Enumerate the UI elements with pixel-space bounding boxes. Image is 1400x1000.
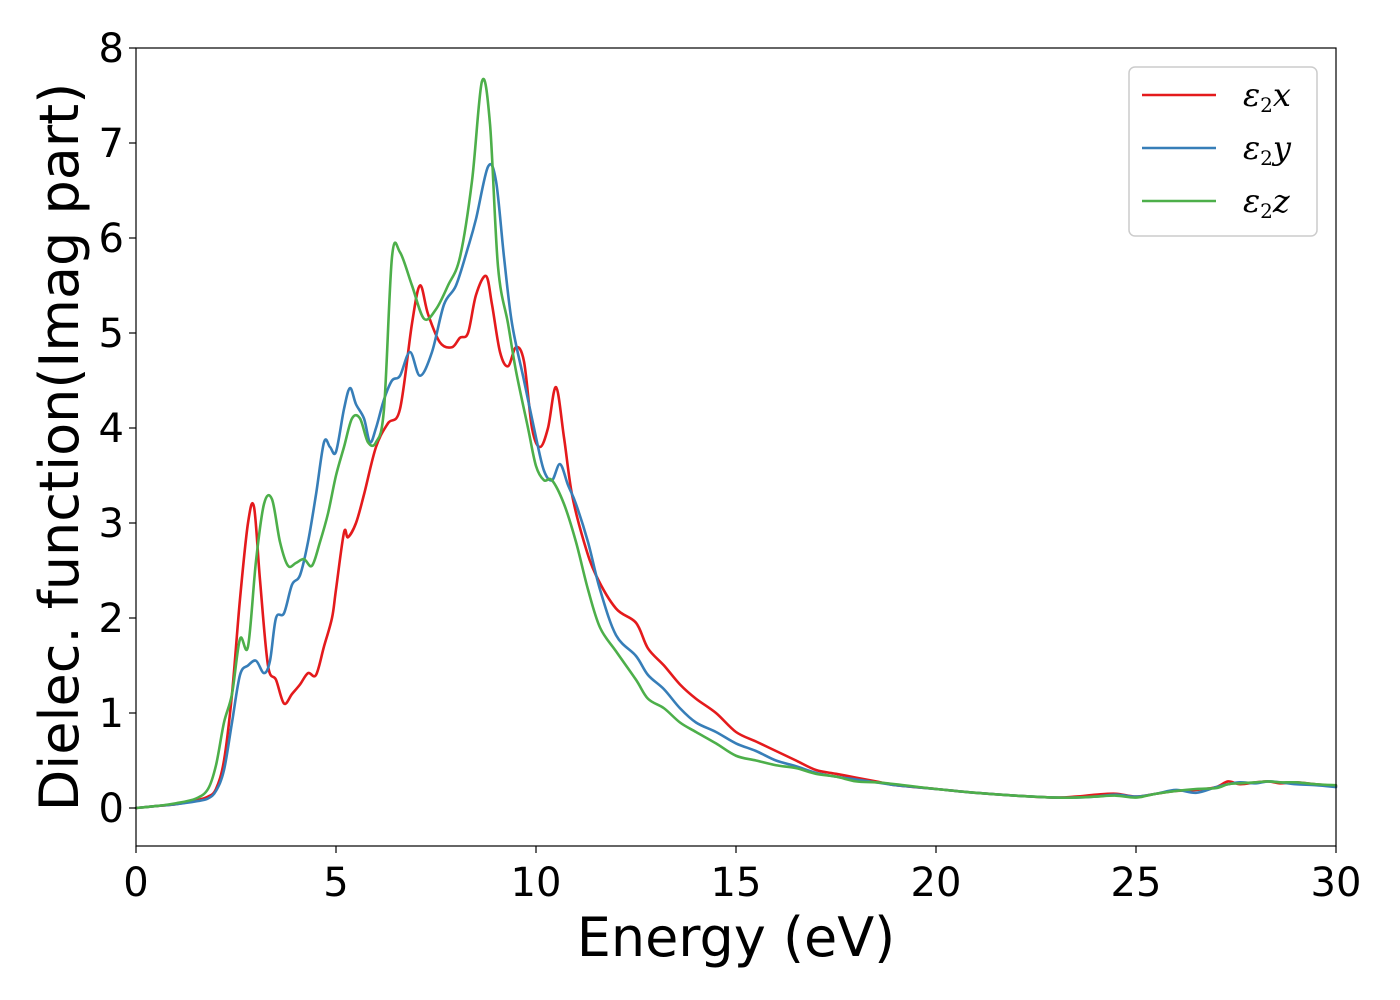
x-axis-ticks: 0 5 10 15 20 25 30 (123, 846, 1361, 906)
legend-box (1128, 66, 1318, 237)
legend-label-y: ε2y (1243, 129, 1292, 170)
y-tick-label: 8 (99, 26, 124, 72)
legend-label-z: ε2z (1243, 182, 1291, 223)
y-tick-label: 3 (99, 501, 124, 547)
y-axis-ticks: 0 1 2 3 4 5 6 7 8 (99, 26, 136, 832)
y-tick-label: 5 (99, 311, 124, 357)
x-tick-label: 0 (123, 860, 148, 906)
y-tick-label: 1 (99, 691, 124, 737)
y-tick-label: 7 (99, 121, 124, 167)
x-tick-label: 10 (511, 860, 562, 906)
series-line-z (134, 77, 1338, 810)
x-tick-label: 5 (323, 860, 348, 906)
series-layer (134, 77, 1338, 810)
x-tick-label: 30 (1311, 860, 1362, 906)
x-tick-label: 20 (911, 860, 962, 906)
x-tick-label: 25 (1111, 860, 1162, 906)
legend: ε2x ε2y ε2z (1128, 66, 1318, 237)
legend-label-x: ε2x (1243, 76, 1291, 117)
series-line-x (134, 274, 1338, 810)
y-tick-label: 6 (99, 216, 124, 262)
x-tick-label: 15 (711, 860, 762, 906)
y-tick-label: 0 (99, 786, 124, 832)
y-tick-label: 4 (99, 406, 124, 452)
series-line-y (134, 162, 1338, 810)
y-tick-label: 2 (99, 596, 124, 642)
y-axis-title: Dielec. function(Imag part) (28, 83, 91, 812)
x-axis-title: Energy (eV) (577, 906, 896, 969)
